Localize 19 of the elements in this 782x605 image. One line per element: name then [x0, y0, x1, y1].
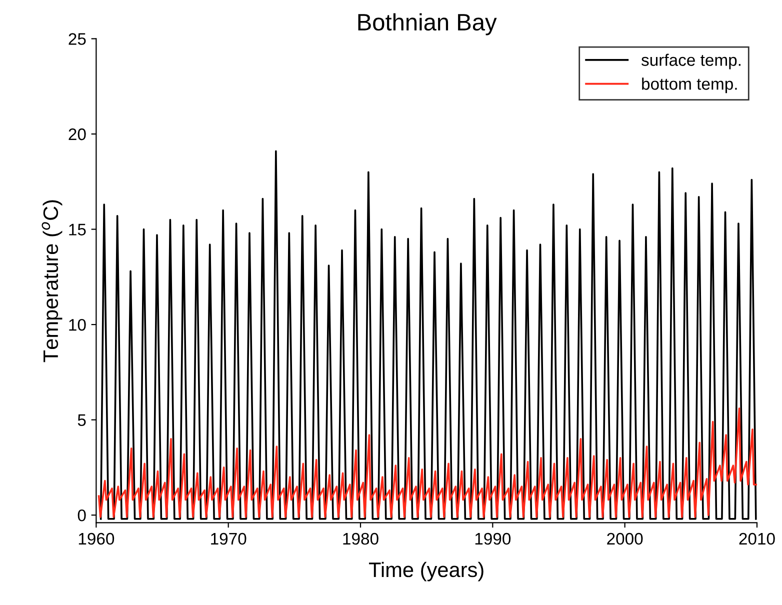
- x-tick-label: 1960: [78, 532, 114, 545]
- legend-label: bottom temp.: [642, 78, 737, 94]
- y-tick-label: 15: [69, 224, 86, 236]
- y-tick-label: 0: [78, 510, 86, 522]
- legend-label: surface temp.: [641, 54, 740, 70]
- y-tick-label: 20: [68, 128, 86, 140]
- line-series: [98, 407, 757, 518]
- x-axis-title: Time (years): [368, 562, 484, 582]
- chart-title: Bothnian Bay: [358, 13, 497, 36]
- x-tick-label: 2000: [607, 532, 643, 545]
- x-tick-label: 1980: [343, 532, 378, 545]
- y-tick-label: 5: [78, 414, 86, 426]
- x-tick-label: 1970: [211, 532, 246, 545]
- y-tick-label: 25: [68, 33, 86, 45]
- y-tick-label: 10: [69, 318, 86, 331]
- y-axis-title: Temperature ($^{o}$C): [42, 200, 62, 362]
- x-tick-label: 1990: [475, 532, 511, 545]
- line-series: [100, 150, 757, 520]
- x-tick-label: 2010: [739, 532, 775, 545]
